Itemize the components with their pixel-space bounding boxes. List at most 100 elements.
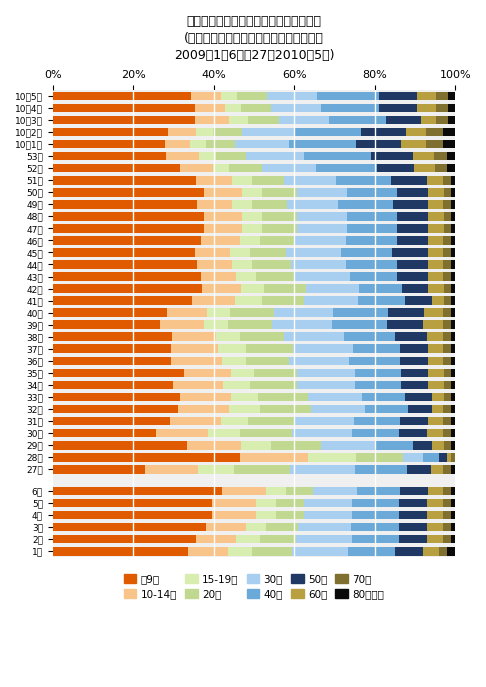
Bar [386,115,421,124]
Bar [399,523,427,532]
Bar [396,333,427,341]
Bar [451,320,455,329]
Bar [355,465,407,473]
Bar [196,176,232,185]
Bar [444,212,451,221]
Bar [194,104,225,112]
Bar [252,547,292,556]
Bar [252,176,284,185]
Bar [329,115,386,124]
Bar [52,417,170,425]
Bar [353,344,400,353]
Bar [52,128,168,136]
Bar [451,284,455,293]
Bar [451,534,455,543]
Bar [443,344,451,353]
Bar [289,139,356,148]
Bar [304,152,371,161]
Bar [263,284,306,293]
Bar [399,499,427,507]
Bar [427,534,443,543]
Bar [243,188,261,196]
Bar [156,429,208,438]
Bar [284,176,336,185]
Bar [52,200,197,209]
Bar [451,453,455,462]
Bar [208,429,240,438]
Bar [443,248,451,257]
Bar [243,212,261,221]
Bar [428,368,444,377]
Bar [447,547,455,556]
Bar [451,429,455,438]
Bar [451,248,455,257]
Bar [427,333,443,341]
Bar [351,499,399,507]
Bar [308,393,362,401]
Bar [213,164,229,172]
Bar [428,486,443,495]
Bar [170,417,221,425]
Bar [400,357,428,365]
Bar [261,212,296,221]
Bar [248,417,295,425]
Bar [443,417,451,425]
Bar [187,441,241,449]
Bar [285,248,341,257]
Bar [52,296,192,305]
Bar [407,465,431,473]
Bar [444,224,451,233]
Bar [241,284,263,293]
Bar [346,260,397,269]
Bar [444,441,451,449]
Bar [443,236,451,245]
Bar [388,308,424,317]
Bar [52,164,180,172]
Bar [347,547,396,556]
Bar [291,260,346,269]
Bar [240,429,292,438]
Bar [52,176,196,185]
Bar [399,429,427,438]
Bar [443,465,451,473]
Bar [221,417,248,425]
Bar [436,104,448,112]
Bar [451,441,455,449]
Bar [436,115,448,124]
Bar [190,139,206,148]
Bar [216,333,240,341]
Bar [52,139,165,148]
Bar [230,248,250,257]
Bar [313,486,357,495]
Bar [355,381,401,390]
Bar [52,91,191,100]
Bar [347,188,397,196]
Bar [375,441,413,449]
Bar [250,248,285,257]
Bar [196,128,213,136]
Bar [451,523,455,532]
Bar [262,164,315,172]
Bar [246,357,290,365]
Bar [52,344,171,353]
Bar [204,320,228,329]
Bar [52,260,197,269]
Bar [213,128,242,136]
Bar [405,296,432,305]
Bar [387,320,423,329]
Bar [261,224,296,233]
Bar [52,523,206,532]
Bar [432,441,444,449]
Bar [443,405,451,414]
Bar [216,152,245,161]
Bar [52,441,187,449]
Bar [451,260,455,269]
Bar [428,381,444,390]
Bar [401,139,426,148]
Bar [359,284,401,293]
Bar [260,534,296,543]
Bar [451,200,455,209]
Bar [428,236,443,245]
Bar [290,357,348,365]
Bar [357,486,400,495]
